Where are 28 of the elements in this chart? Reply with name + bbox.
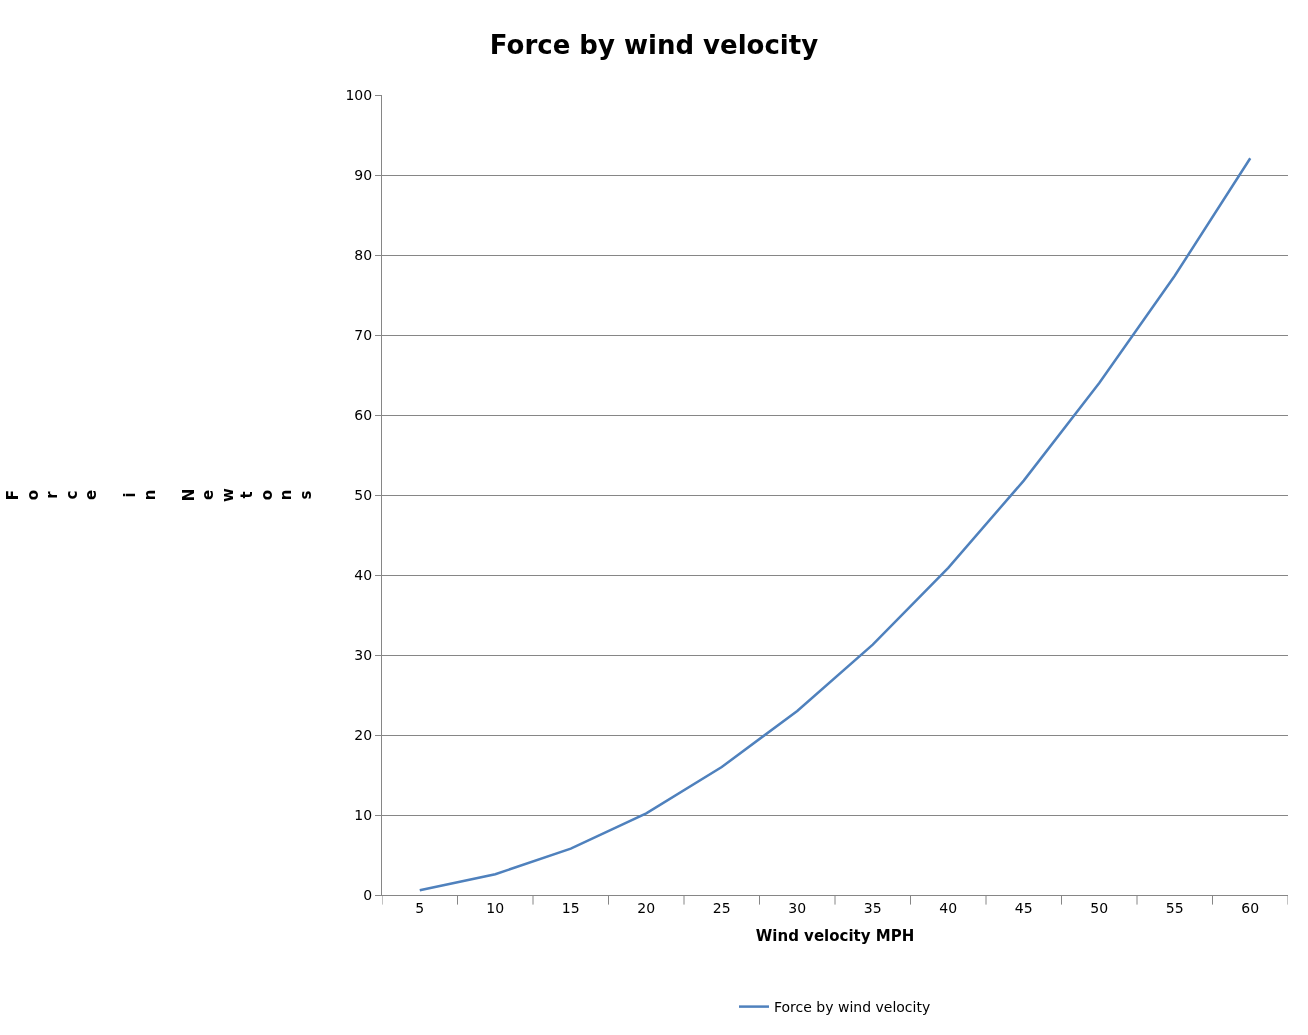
x-tick-label: 5: [415, 899, 425, 916]
x-tick-label: 40: [939, 899, 958, 916]
line-series: [418, 156, 1252, 892]
y-tick-label: 90: [354, 166, 373, 183]
y-tick-label: 60: [354, 406, 373, 423]
text: Force in Newtons: [4, 488, 315, 502]
legend-label: Force by wind velocity: [774, 999, 931, 1016]
y-tick-label: 40: [354, 566, 373, 583]
x-tick-label: 25: [712, 899, 731, 916]
x-tick-label: 20: [637, 899, 656, 916]
chart-title: Force by wind velocity: [489, 30, 819, 61]
y-tick-label: 70: [354, 326, 373, 343]
x-tick-label: 45: [1014, 899, 1033, 916]
x-tick-label: 60: [1241, 899, 1260, 916]
x-tick-label: 50: [1090, 899, 1109, 916]
x-tick-label: 30: [788, 899, 807, 916]
x-tick-label: 15: [561, 899, 580, 916]
y-tick-label: 10: [354, 806, 373, 823]
y-tick-label: 50: [354, 486, 373, 503]
x-tick-label: 55: [1165, 899, 1184, 916]
x-tick-label: 35: [863, 899, 882, 916]
x-tick-label: 10: [486, 899, 505, 916]
x-axis-title: Wind velocity MPH: [755, 926, 915, 945]
y-tick-label: 80: [354, 246, 373, 263]
y-tick-label: 0: [363, 886, 373, 903]
y-tick-label: 20: [354, 726, 373, 743]
y-tick-label: 100: [345, 86, 373, 103]
y-tick-label: 30: [354, 646, 373, 663]
